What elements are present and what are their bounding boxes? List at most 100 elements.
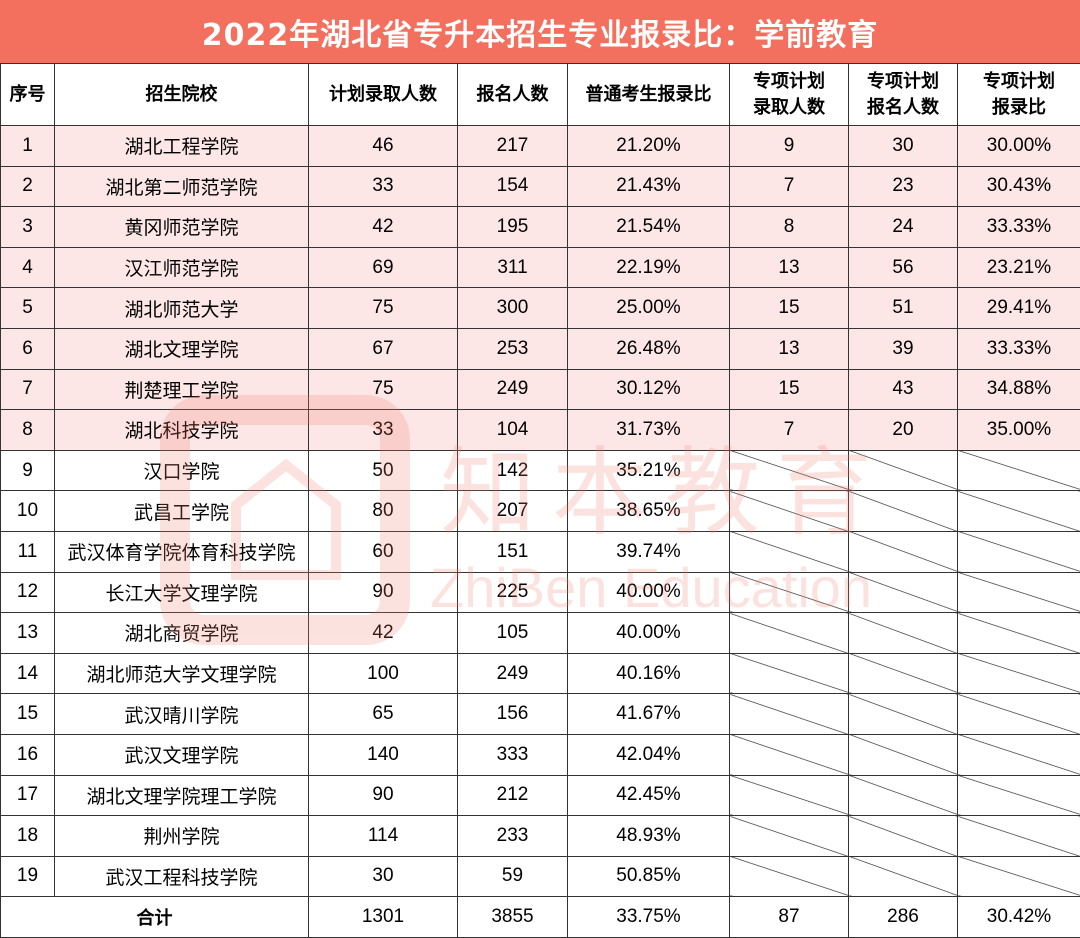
cell-school: 汉江师范学院 bbox=[54, 246, 309, 289]
total-applicants: 3855 bbox=[457, 896, 568, 938]
cell-plan: 33 bbox=[308, 165, 458, 208]
cell-ratio: 42.45% bbox=[567, 774, 730, 817]
cell-special-ratio: 30.43% bbox=[957, 165, 1080, 208]
cell-special-ratio bbox=[957, 815, 1080, 857]
cell-special-ratio: 34.88% bbox=[957, 368, 1080, 411]
cell-school: 湖北工程学院 bbox=[54, 125, 309, 167]
header-special-ratio: 专项计划 报录比 bbox=[957, 63, 1080, 126]
cell-special-plan bbox=[729, 612, 849, 654]
cell-ratio: 40.16% bbox=[567, 652, 730, 695]
table-row: 5 湖北师范大学 75 300 25.00% 15 51 29.41% bbox=[0, 287, 1080, 329]
table-row: 10 武昌工学院 80 207 38.65% bbox=[0, 490, 1080, 532]
cell-school: 湖北科技学院 bbox=[54, 409, 309, 451]
cell-school: 武汉文理学院 bbox=[54, 733, 309, 776]
cell-special-ratio: 35.00% bbox=[957, 409, 1080, 451]
cell-special-plan bbox=[729, 449, 849, 492]
cell-special-apply bbox=[848, 612, 958, 654]
cell-plan: 60 bbox=[308, 530, 458, 573]
cell-special-apply: 20 bbox=[848, 409, 958, 451]
cell-special-ratio bbox=[957, 490, 1080, 532]
cell-seq: 3 bbox=[0, 206, 55, 248]
cell-plan: 65 bbox=[308, 693, 458, 735]
cell-special-plan: 13 bbox=[729, 327, 849, 370]
cell-seq: 1 bbox=[0, 125, 55, 167]
header-seq: 序号 bbox=[0, 63, 55, 126]
cell-special-ratio bbox=[957, 855, 1080, 898]
cell-special-plan bbox=[729, 855, 849, 898]
cell-special-ratio: 33.33% bbox=[957, 327, 1080, 370]
cell-special-plan bbox=[729, 733, 849, 776]
cell-ratio: 21.54% bbox=[567, 206, 730, 248]
cell-school: 湖北第二师范学院 bbox=[54, 165, 309, 208]
cell-applicants: 249 bbox=[457, 368, 568, 411]
cell-school: 武汉工程科技学院 bbox=[54, 855, 309, 898]
header-special-apply-line1: 专项计划 bbox=[867, 70, 939, 92]
total-special-ratio: 30.42% bbox=[957, 896, 1080, 938]
cell-special-ratio bbox=[957, 571, 1080, 614]
cell-ratio: 35.21% bbox=[567, 449, 730, 492]
header-special-plan-line1: 专项计划 bbox=[753, 70, 825, 92]
cell-seq: 17 bbox=[0, 774, 55, 817]
cell-special-plan bbox=[729, 815, 849, 857]
cell-seq: 19 bbox=[0, 855, 55, 898]
cell-applicants: 59 bbox=[457, 855, 568, 898]
cell-special-ratio bbox=[957, 733, 1080, 776]
cell-plan: 140 bbox=[308, 733, 458, 776]
cell-ratio: 25.00% bbox=[567, 287, 730, 329]
cell-seq: 14 bbox=[0, 652, 55, 695]
cell-special-apply: 30 bbox=[848, 125, 958, 167]
cell-plan: 100 bbox=[308, 652, 458, 695]
cell-ratio: 21.43% bbox=[567, 165, 730, 208]
total-row: 合计 1301 3855 33.75% 87 286 30.42% bbox=[0, 896, 1080, 938]
cell-applicants: 207 bbox=[457, 490, 568, 532]
cell-plan: 90 bbox=[308, 774, 458, 817]
cell-special-apply: 56 bbox=[848, 246, 958, 289]
cell-special-apply: 39 bbox=[848, 327, 958, 370]
cell-applicants: 249 bbox=[457, 652, 568, 695]
cell-special-apply bbox=[848, 571, 958, 614]
cell-ratio: 22.19% bbox=[567, 246, 730, 289]
cell-seq: 10 bbox=[0, 490, 55, 532]
table-row: 17 湖北文理学院理工学院 90 212 42.45% bbox=[0, 774, 1080, 817]
cell-applicants: 142 bbox=[457, 449, 568, 492]
table-row: 19 武汉工程科技学院 30 59 50.85% bbox=[0, 855, 1080, 898]
table-row: 2 湖北第二师范学院 33 154 21.43% 7 23 30.43% bbox=[0, 165, 1080, 208]
cell-ratio: 39.74% bbox=[567, 530, 730, 573]
table-row: 11 武汉体育学院体育科技学院 60 151 39.74% bbox=[0, 530, 1080, 573]
cell-special-ratio: 33.33% bbox=[957, 206, 1080, 248]
cell-special-apply bbox=[848, 774, 958, 817]
cell-plan: 50 bbox=[308, 449, 458, 492]
cell-applicants: 156 bbox=[457, 693, 568, 735]
cell-special-apply bbox=[848, 530, 958, 573]
cell-special-apply bbox=[848, 652, 958, 695]
cell-special-plan: 7 bbox=[729, 409, 849, 451]
cell-special-ratio: 29.41% bbox=[957, 287, 1080, 329]
cell-applicants: 233 bbox=[457, 815, 568, 857]
table-row: 15 武汉晴川学院 65 156 41.67% bbox=[0, 693, 1080, 735]
cell-ratio: 40.00% bbox=[567, 612, 730, 654]
cell-applicants: 105 bbox=[457, 612, 568, 654]
cell-special-plan bbox=[729, 774, 849, 817]
header-applicants: 报名人数 bbox=[457, 63, 568, 126]
cell-applicants: 225 bbox=[457, 571, 568, 614]
cell-ratio: 50.85% bbox=[567, 855, 730, 898]
cell-applicants: 154 bbox=[457, 165, 568, 208]
cell-ratio: 30.12% bbox=[567, 368, 730, 411]
admission-ratio-table: 序号 招生院校 计划录取人数 报名人数 普通考生报录比 专项计划 录取人数 专项计… bbox=[0, 63, 1080, 938]
table-row: 6 湖北文理学院 67 253 26.48% 13 39 33.33% bbox=[0, 327, 1080, 370]
cell-seq: 12 bbox=[0, 571, 55, 614]
cell-special-plan bbox=[729, 693, 849, 735]
cell-plan: 75 bbox=[308, 368, 458, 411]
total-label: 合计 bbox=[0, 896, 309, 938]
cell-seq: 4 bbox=[0, 246, 55, 289]
cell-special-ratio bbox=[957, 612, 1080, 654]
cell-applicants: 195 bbox=[457, 206, 568, 248]
cell-special-ratio: 30.00% bbox=[957, 125, 1080, 167]
cell-school: 武昌工学院 bbox=[54, 490, 309, 532]
table-row: 18 荆州学院 114 233 48.93% bbox=[0, 815, 1080, 857]
cell-plan: 69 bbox=[308, 246, 458, 289]
total-plan: 1301 bbox=[308, 896, 458, 938]
cell-seq: 5 bbox=[0, 287, 55, 329]
cell-plan: 30 bbox=[308, 855, 458, 898]
cell-seq: 7 bbox=[0, 368, 55, 411]
